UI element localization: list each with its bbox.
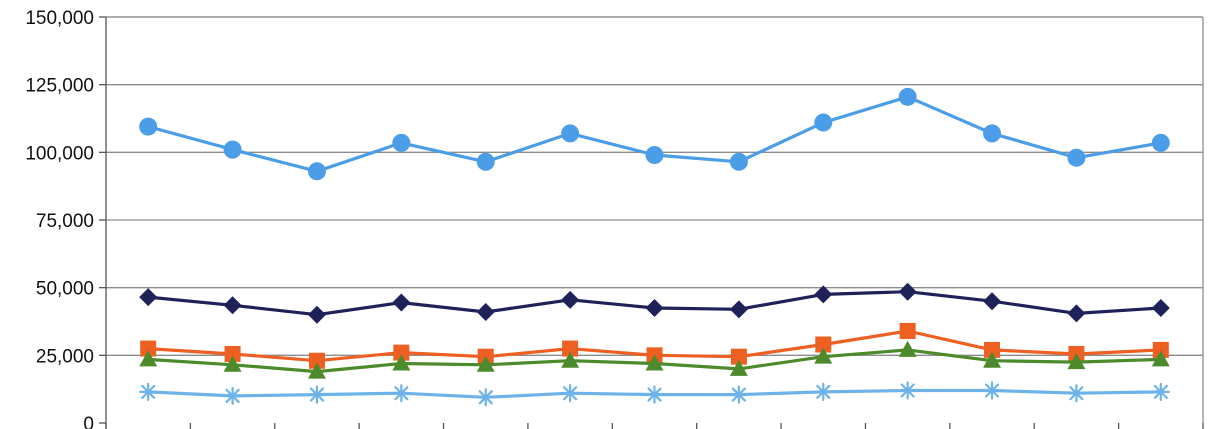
data-point [139, 117, 158, 136]
asterisk-stroke [984, 383, 1000, 398]
y-tick-label: 100,000 [25, 143, 94, 164]
data-point [392, 384, 411, 403]
data-point [139, 350, 158, 367]
series-layer [139, 87, 1170, 407]
data-point [729, 152, 748, 171]
data-point [1067, 384, 1086, 403]
data-point [307, 385, 327, 404]
y-tick-label: 0 [83, 414, 94, 429]
asterisk-stroke [394, 386, 409, 401]
data-point [814, 285, 833, 304]
data-point [223, 386, 242, 406]
data-point [898, 87, 917, 106]
asterisk-stroke [309, 387, 325, 402]
data-point [476, 303, 495, 322]
y-tick-label: 75,000 [36, 211, 94, 232]
data-point [983, 292, 1002, 311]
data-point [223, 296, 242, 315]
data-point [645, 385, 664, 404]
data-point [1067, 353, 1086, 370]
data-point [224, 345, 241, 362]
asterisk-stroke [731, 387, 746, 402]
data-point [729, 300, 748, 319]
data-point [223, 355, 242, 372]
asterisk-stroke [647, 387, 662, 402]
asterisk-stroke [563, 386, 578, 401]
y-tick-label: 50,000 [36, 279, 94, 300]
data-point [139, 288, 158, 307]
data-point [1152, 341, 1169, 358]
data-point [561, 124, 580, 143]
axis-layer: 0 25,000 50,000 75,000 100,000 125,000 150,000 [25, 8, 1204, 429]
asterisk-stroke [225, 388, 240, 404]
data-point [476, 355, 495, 372]
data-point [983, 351, 1002, 368]
data-point [730, 348, 747, 365]
data-point [814, 347, 833, 364]
data-point [814, 382, 833, 401]
data-point [645, 298, 664, 317]
data-point [392, 354, 411, 371]
data-point [898, 340, 917, 357]
data-point [561, 290, 580, 309]
data-point [1151, 382, 1170, 401]
data-point [982, 381, 1002, 400]
data-point [898, 381, 917, 400]
data-point [561, 384, 580, 403]
asterisk-stroke [900, 383, 915, 398]
data-point [393, 344, 410, 361]
data-point [561, 351, 580, 368]
data-point [1067, 148, 1086, 167]
y-tick-label: 150,000 [25, 8, 94, 29]
data-point [476, 152, 495, 171]
asterisk-stroke [141, 384, 156, 399]
y-tick-label: 125,000 [25, 76, 94, 97]
data-point [645, 146, 664, 165]
asterisk-stroke [478, 390, 493, 405]
data-point [814, 113, 833, 132]
data-point [392, 293, 411, 312]
asterisk-stroke [1153, 384, 1168, 399]
data-point [729, 385, 748, 404]
data-point [308, 352, 325, 369]
data-point [815, 336, 832, 353]
data-point [307, 162, 326, 181]
data-point [1151, 133, 1170, 152]
data-point [307, 362, 326, 379]
data-point [984, 341, 1001, 358]
data-point [223, 140, 242, 159]
y-tick-label: 25,000 [36, 346, 94, 367]
data-point [1067, 304, 1086, 323]
asterisk-stroke [1069, 386, 1084, 401]
data-point [729, 359, 748, 376]
data-point [140, 340, 157, 357]
data-point [392, 133, 411, 152]
data-point [562, 340, 579, 357]
data-point [899, 322, 916, 339]
data-point [645, 354, 664, 371]
data-point [898, 282, 917, 301]
data-point [1151, 350, 1170, 367]
data-point [476, 388, 495, 407]
data-point [139, 382, 158, 401]
data-point [1151, 298, 1170, 317]
asterisk-stroke [816, 384, 831, 399]
data-point [307, 305, 326, 324]
data-point [983, 124, 1002, 143]
